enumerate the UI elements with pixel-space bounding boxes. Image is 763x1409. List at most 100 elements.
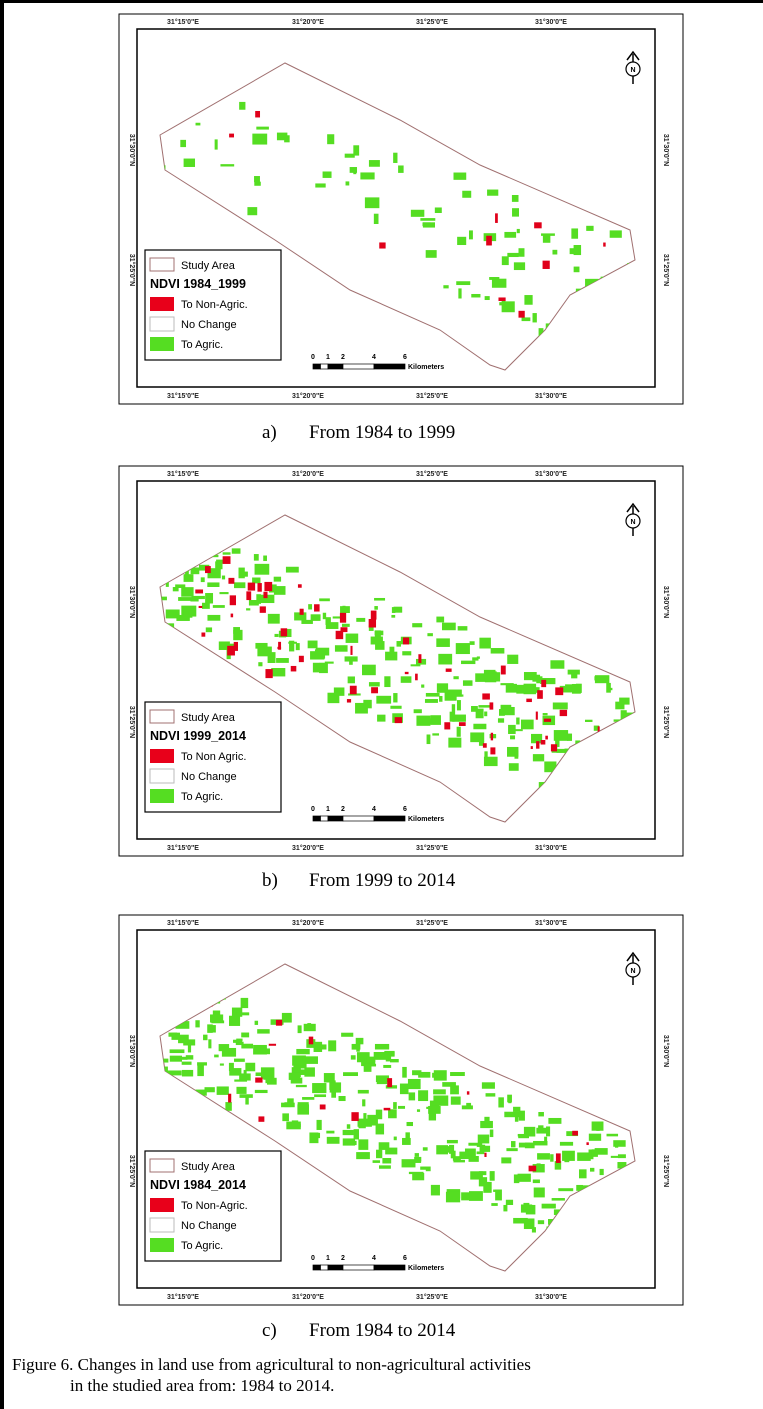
agric-patch: [271, 668, 286, 677]
agric-patch: [518, 248, 525, 257]
non-agric-patch: [490, 747, 496, 755]
non-agric-patch: [335, 630, 344, 640]
non-agric-patch: [542, 260, 550, 269]
non-agric-patch: [536, 741, 540, 749]
agric-patch: [393, 693, 398, 703]
agric-patch: [297, 1104, 310, 1115]
agric-patch: [523, 683, 537, 695]
bottom-coord: 31°30'0"E: [535, 392, 567, 400]
agric-patch: [358, 1123, 366, 1129]
non-agric-patch: [351, 1112, 359, 1121]
scale-tick-label: 1: [326, 354, 330, 361]
left-coord: 31°30'0"N: [128, 1035, 136, 1067]
agric-patch: [459, 1151, 469, 1160]
agric-patch: [216, 1086, 229, 1095]
non-agric-patch: [402, 637, 410, 645]
agric-patch: [505, 683, 517, 693]
agric-patch: [357, 1118, 372, 1127]
non-agric-patch: [349, 685, 357, 695]
agric-patch: [331, 1087, 337, 1098]
agric-patch: [347, 676, 355, 684]
agric-patch: [234, 1058, 245, 1062]
agric-patch: [540, 678, 555, 684]
agric-patch: [373, 213, 379, 225]
agric-patch: [254, 181, 261, 186]
agric-patch: [181, 1069, 194, 1077]
non-agric-patch: [265, 669, 273, 679]
scale-unit: Kilometers: [408, 1265, 444, 1272]
agric-patch: [466, 1102, 472, 1107]
agric-patch: [559, 1141, 574, 1146]
agric-patch: [338, 1095, 346, 1102]
agric-patch: [548, 1117, 562, 1124]
agric-patch: [479, 637, 491, 649]
agric-patch: [241, 1032, 250, 1038]
agric-patch: [207, 568, 221, 579]
agric-patch: [416, 1109, 421, 1112]
agric-patch: [457, 626, 468, 631]
agric-patch: [462, 190, 472, 198]
agric-patch: [413, 709, 422, 714]
agric-patch: [181, 587, 194, 597]
agric-patch: [499, 302, 503, 306]
agric-patch: [256, 126, 269, 130]
non-agric-patch: [559, 709, 568, 717]
agric-patch: [475, 708, 484, 719]
non-agric-patch: [445, 668, 452, 672]
top-coord: 31°20'0"E: [292, 18, 324, 26]
agric-patch: [579, 1169, 587, 1179]
agric-patch: [541, 233, 555, 236]
non-agric-patch: [528, 1165, 537, 1172]
agric-patch: [276, 132, 288, 141]
non-agric-patch: [230, 613, 234, 618]
agric-patch: [620, 710, 627, 721]
agric-patch: [599, 1168, 604, 1176]
figure-caption: Figure 6. Changes in land use from agric…: [12, 1355, 531, 1374]
agric-patch: [235, 1041, 244, 1046]
agric-patch: [233, 629, 243, 641]
agric-patch: [573, 266, 580, 273]
agric-patch: [263, 555, 267, 562]
non-agric-patch: [247, 582, 256, 591]
agric-patch: [363, 699, 372, 709]
legend-swatch: [149, 709, 175, 724]
agric-patch: [391, 614, 396, 618]
agric-patch: [485, 1093, 496, 1097]
agric-patch: [479, 1145, 491, 1152]
agric-patch: [375, 1123, 385, 1135]
bottom-coord: 31°30'0"E: [535, 844, 567, 852]
scale-tick-label: 4: [372, 806, 376, 813]
non-agric-patch: [268, 1043, 277, 1046]
agric-patch: [552, 249, 558, 255]
agric-patch: [559, 685, 572, 693]
agric-patch: [397, 1105, 406, 1109]
agric-patch: [501, 256, 509, 266]
non-agric-patch: [229, 133, 235, 138]
agric-patch: [425, 250, 437, 258]
agric-patch: [382, 1158, 392, 1164]
agric-patch: [452, 714, 466, 722]
non-agric-patch: [233, 641, 238, 651]
non-agric-patch: [541, 679, 547, 688]
scale-tick-label: 0: [311, 354, 315, 361]
non-agric-patch: [201, 632, 206, 637]
agric-patch: [518, 1134, 530, 1139]
agric-patch: [345, 181, 350, 186]
agric-patch: [591, 1121, 604, 1131]
legend-label: No Change: [181, 1220, 237, 1232]
non-agric-patch: [498, 297, 506, 301]
agric-patch: [412, 623, 423, 628]
scale-unit: Kilometers: [408, 816, 444, 823]
agric-patch: [267, 652, 276, 663]
agric-patch: [516, 228, 520, 234]
agric-patch: [185, 569, 189, 580]
legend-title: NDVI 1984_1999: [150, 277, 246, 291]
agric-patch: [356, 1152, 370, 1160]
agric-patch: [393, 152, 398, 163]
agric-patch: [353, 145, 360, 156]
agric-patch: [212, 1010, 221, 1016]
agric-patch: [489, 1129, 494, 1138]
agric-patch: [294, 612, 307, 621]
left-coord: 31°25'0"N: [128, 1155, 136, 1187]
